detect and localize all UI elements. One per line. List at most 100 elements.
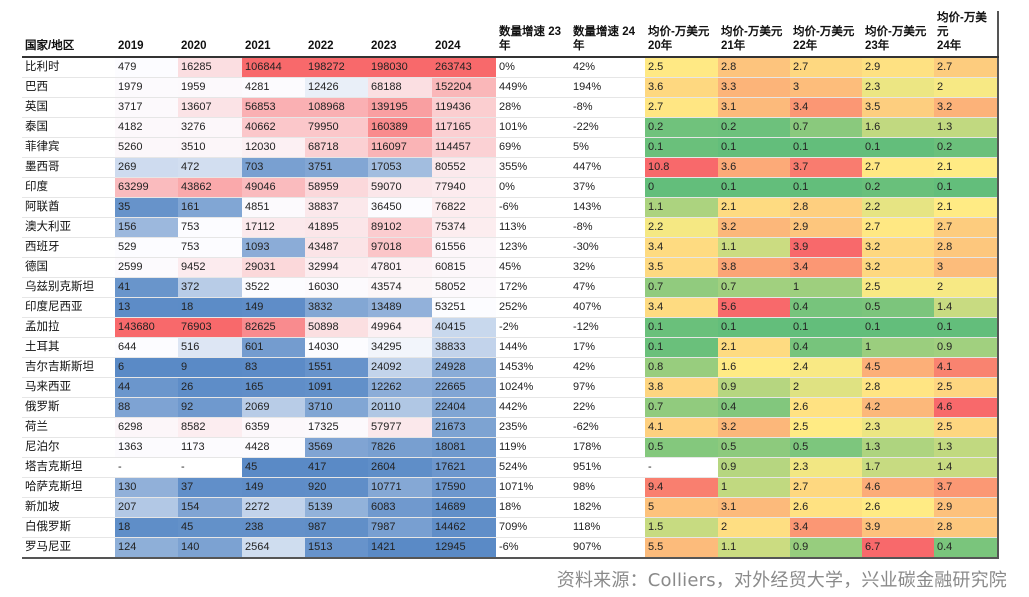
table-row: 巴西 1979 1959 4281 12426 68188 152204 449% 194% 3.… <box>22 77 998 98</box>
growth-cell: 355% <box>496 157 570 178</box>
price-cell: 2 <box>718 517 790 538</box>
country-cell: 印度 <box>22 177 115 198</box>
price-cell: 3.1 <box>718 497 790 518</box>
growth-cell: 143% <box>570 197 645 218</box>
volume-cell: 372 <box>178 277 242 298</box>
price-cell: 2.5 <box>645 57 718 78</box>
price-cell: 1.3 <box>934 437 998 458</box>
price-cell: 4.1 <box>934 357 998 378</box>
volume-cell: 3717 <box>115 97 178 118</box>
price-cell: 0.2 <box>862 177 934 198</box>
table-row: 罗马尼亚 124 140 2564 1513 1421 12945 -6% 907% 5.5 1.1… <box>22 537 998 559</box>
country-cell: 泰国 <box>22 117 115 138</box>
column-header-text: 2020 <box>181 40 207 52</box>
volume-cell: 56853 <box>242 97 305 118</box>
volume-cell: 12262 <box>368 377 432 398</box>
table-row: 马来西亚 44 26 165 1091 12262 22665 1024% 97% 3.8 0.9 2… <box>22 377 998 398</box>
price-cell: 0.1 <box>862 137 934 158</box>
growth-cell: 442% <box>496 397 570 418</box>
price-cell: 0.8 <box>645 357 718 378</box>
volume-cell: 24092 <box>368 357 432 378</box>
volume-cell: 76903 <box>178 317 242 338</box>
growth-cell: -6% <box>496 197 570 218</box>
column-header-text: 2022 <box>308 40 334 52</box>
growth-cell: 252% <box>496 297 570 318</box>
volume-cell: 3510 <box>178 137 242 158</box>
column-header-text: 均价-万美元 <box>937 12 987 38</box>
column-header-y2022: 2022 <box>305 11 368 58</box>
volume-cell: 77940 <box>432 177 496 198</box>
price-cell: 3.6 <box>718 157 790 178</box>
country-cell: 英国 <box>22 97 115 118</box>
volume-cell: 18 <box>178 297 242 318</box>
table-row: 乌兹别克斯坦 41 372 3522 16030 43574 58052 172% 47% 0.7… <box>22 277 998 298</box>
price-cell: 2.7 <box>934 217 998 238</box>
volume-cell: 7987 <box>368 517 432 538</box>
price-cell: 2.4 <box>790 357 862 378</box>
growth-cell: 144% <box>496 337 570 358</box>
country-cell: 吉尔吉斯斯坦 <box>22 357 115 378</box>
price-cell: 2 <box>934 77 998 98</box>
country-cell: 墨西哥 <box>22 157 115 178</box>
table-row: 印度尼西亚 13 18 149 3832 13489 53251 252% 407% 3.4 5.6… <box>22 297 998 318</box>
price-cell: 3.1 <box>718 97 790 118</box>
growth-cell: 47% <box>570 277 645 298</box>
volume-cell: 8582 <box>178 417 242 438</box>
price-cell: 0.1 <box>790 317 862 338</box>
volume-cell: 3832 <box>305 297 368 318</box>
column-header-text: 数量增速 23年 <box>499 26 561 52</box>
volume-cell: 82625 <box>242 317 305 338</box>
table-row: 孟加拉 143680 76903 82625 50898 49964 40415 -2% -12… <box>22 317 998 338</box>
price-cell: 0.1 <box>718 317 790 338</box>
volume-cell: 529 <box>115 237 178 258</box>
volume-cell: 37 <box>178 477 242 498</box>
price-cell: 1.5 <box>645 517 718 538</box>
volume-cell: 165 <box>242 377 305 398</box>
price-cell: 0.9 <box>934 337 998 358</box>
country-cell: 巴西 <box>22 77 115 98</box>
country-cell: 罗马尼亚 <box>22 537 115 559</box>
volume-cell: 63299 <box>115 177 178 198</box>
volume-cell: 4428 <box>242 437 305 458</box>
volume-cell: 49964 <box>368 317 432 338</box>
volume-cell: 9 <box>178 357 242 378</box>
volume-cell: 58052 <box>432 277 496 298</box>
price-cell: 0.9 <box>718 457 790 478</box>
growth-cell: 709% <box>496 517 570 538</box>
volume-cell: 472 <box>178 157 242 178</box>
price-cell: 2.1 <box>718 197 790 218</box>
price-cell: 0.2 <box>645 117 718 138</box>
price-cell: 0 <box>645 177 718 198</box>
price-cell: 2.3 <box>862 417 934 438</box>
volume-cell: 6 <box>115 357 178 378</box>
volume-cell: 2069 <box>242 397 305 418</box>
price-cell: 2.8 <box>934 517 998 538</box>
price-cell: 2.7 <box>790 477 862 498</box>
growth-cell: 118% <box>570 517 645 538</box>
volume-cell: 1959 <box>178 77 242 98</box>
volume-cell: 6298 <box>115 417 178 438</box>
growth-cell: -8% <box>570 97 645 118</box>
volume-cell: 149 <box>242 297 305 318</box>
volume-cell: 29031 <box>242 257 305 278</box>
price-cell: 5.5 <box>645 537 718 559</box>
volume-cell: 41 <box>115 277 178 298</box>
volume-cell: 920 <box>305 477 368 498</box>
price-cell: 1 <box>718 477 790 498</box>
volume-cell: 6359 <box>242 417 305 438</box>
price-cell: 3.4 <box>790 517 862 538</box>
price-cell: 3.2 <box>862 237 934 258</box>
column-header-text: 2024 <box>435 40 461 52</box>
volume-cell: 479 <box>115 57 178 78</box>
price-cell: 2 <box>790 377 862 398</box>
country-cell: 西班牙 <box>22 237 115 258</box>
volume-cell: 60815 <box>432 257 496 278</box>
table-row: 荷兰 6298 8582 6359 17325 57977 21673 235% -62% 4.1… <box>22 417 998 438</box>
column-header-text: 均价-万美元 <box>865 26 927 38</box>
volume-cell: 139195 <box>368 97 432 118</box>
price-cell: 0.7 <box>645 397 718 418</box>
volume-cell: 149 <box>242 477 305 498</box>
volume-cell: 1091 <box>305 377 368 398</box>
volume-cell: 14030 <box>305 337 368 358</box>
price-cell: 2.7 <box>862 217 934 238</box>
